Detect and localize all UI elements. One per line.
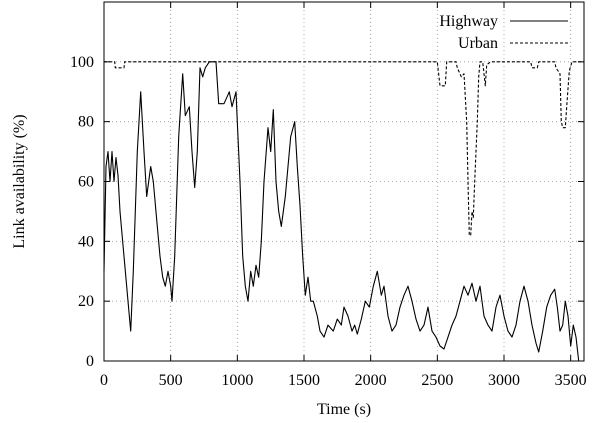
x-tick-label: 2500 [421, 372, 453, 389]
x-tick-label: 1000 [221, 372, 253, 389]
x-tick-label: 0 [100, 372, 108, 389]
series-layer [103, 61, 584, 362]
x-tick-label: 500 [159, 372, 183, 389]
y-tick-label: 20 [78, 293, 94, 310]
y-tick-label: 60 [78, 174, 94, 191]
y-tick-label: 100 [70, 54, 94, 71]
y-tick-label: 40 [78, 233, 94, 250]
y-axis-label: Link availability (%) [11, 114, 28, 248]
x-tick-label: 3000 [488, 372, 520, 389]
legend-label-highway: Highway [439, 13, 498, 30]
legend: Highway Urban [439, 13, 568, 52]
y-tick-label: 0 [86, 353, 94, 370]
series-line-urban [104, 61, 584, 236]
legend-label-urban: Urban [458, 35, 498, 52]
series-line-highway [103, 61, 580, 362]
y-tick-label: 80 [78, 114, 94, 131]
x-axis-label: Time (s) [317, 401, 371, 418]
tick-layer: 0 500 1000 1500 2000 2500 3000 3500 0 20 40 60 80 100 [70, 2, 587, 389]
x-tick-label: 1500 [288, 372, 320, 389]
x-tick-label: 2000 [355, 372, 387, 389]
x-tick-label: 3500 [555, 372, 587, 389]
